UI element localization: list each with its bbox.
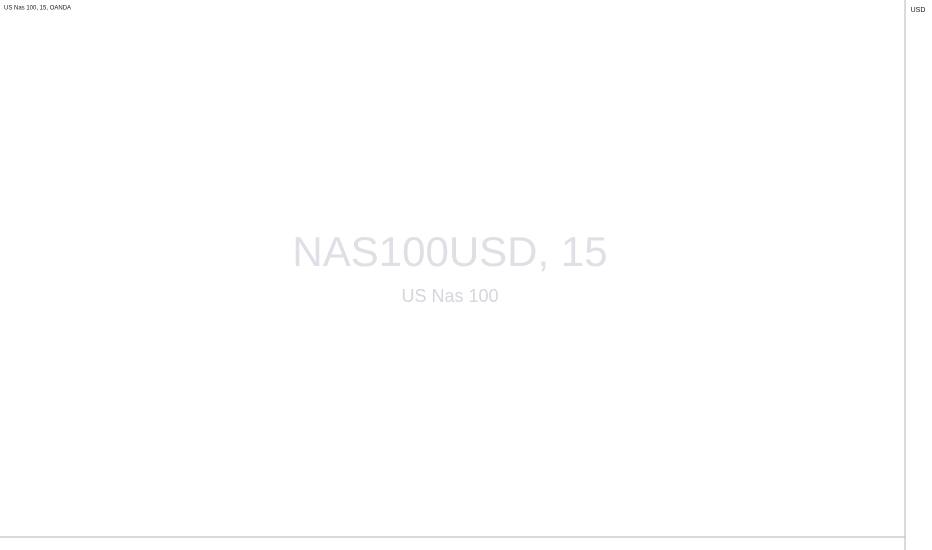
watermark-subtitle: US Nas 100 [401,286,498,306]
watermark: NAS100USD, 15 [292,228,607,275]
currency: USD [911,7,926,14]
watermark-group: NAS100USD, 15 US Nas 100 [292,228,607,306]
chart-title: US Nas 100, 15, OANDA [4,6,71,12]
